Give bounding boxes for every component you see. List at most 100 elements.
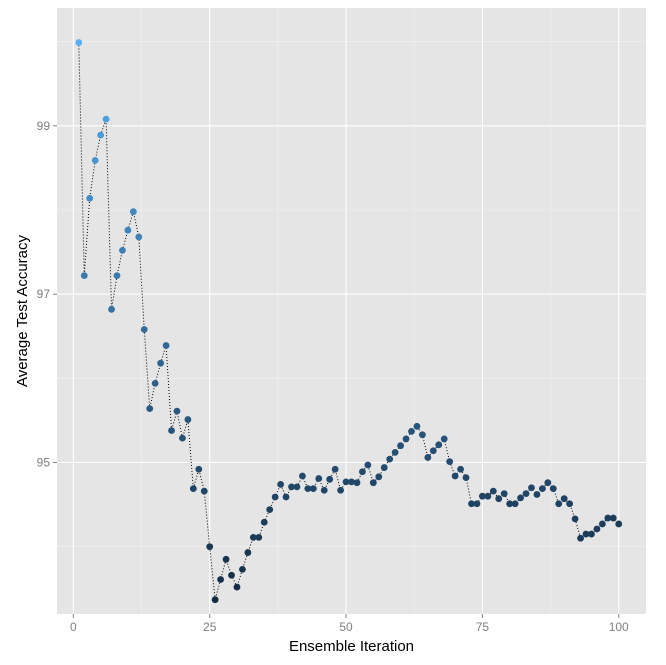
- data-point: [97, 131, 105, 139]
- y-tick-label: 97: [37, 287, 51, 301]
- data-point: [500, 490, 508, 498]
- data-point: [233, 583, 241, 591]
- data-point: [577, 534, 584, 542]
- data-point: [380, 464, 388, 471]
- data-point: [451, 472, 459, 480]
- data-point: [162, 342, 170, 349]
- data-point: [244, 549, 252, 556]
- data-point: [293, 483, 301, 491]
- x-tick-label: 100: [609, 620, 629, 634]
- grid-lines: [57, 8, 646, 614]
- data-point: [108, 305, 115, 313]
- x-tick-label: 0: [70, 620, 77, 634]
- data-point: [435, 441, 443, 449]
- data-point: [457, 465, 464, 473]
- data-point: [271, 493, 279, 501]
- data-point: [277, 480, 285, 488]
- data-point: [239, 565, 246, 573]
- x-tick-label: 50: [339, 620, 353, 634]
- data-point: [168, 427, 175, 434]
- data-point: [588, 530, 595, 538]
- data-point: [119, 247, 126, 254]
- data-point: [326, 475, 334, 483]
- plot-panel: [57, 8, 646, 614]
- data-point: [446, 458, 454, 466]
- data-point: [353, 479, 361, 487]
- data-point: [211, 596, 219, 604]
- data-point: [495, 495, 503, 503]
- data-point: [304, 485, 312, 492]
- y-axis-ticks: 95 97 99: [37, 119, 57, 470]
- data-point: [429, 447, 437, 455]
- data-point: [473, 500, 481, 508]
- data-point: [506, 500, 514, 508]
- data-point: [337, 486, 344, 494]
- data-point: [200, 487, 208, 495]
- data-point: [80, 272, 88, 280]
- data-point: [320, 486, 328, 494]
- data-point: [544, 479, 552, 487]
- data-point: [462, 474, 470, 482]
- data-point: [386, 455, 394, 463]
- data-point: [511, 500, 519, 508]
- data-point: [359, 468, 366, 476]
- data-point: [222, 555, 230, 563]
- y-tick-label: 95: [37, 456, 51, 470]
- data-point: [113, 272, 121, 280]
- data-point: [342, 478, 350, 486]
- data-point: [528, 484, 535, 492]
- data-points: [75, 39, 623, 604]
- data-point: [217, 576, 225, 583]
- data-point: [151, 379, 159, 387]
- data-point: [140, 326, 148, 333]
- data-point: [615, 520, 623, 528]
- data-point: [522, 490, 530, 498]
- data-point: [484, 492, 492, 500]
- data-point: [402, 435, 410, 443]
- data-point: [249, 534, 257, 541]
- data-point: [282, 493, 290, 501]
- data-point: [146, 405, 154, 413]
- data-point: [369, 479, 377, 487]
- data-point: [598, 520, 606, 528]
- data-point: [609, 514, 617, 522]
- y-axis-title: Average Test Accuracy: [14, 234, 31, 387]
- data-point: [391, 449, 399, 456]
- data-point: [348, 478, 355, 486]
- data-point: [408, 427, 415, 435]
- data-point: [86, 194, 94, 202]
- data-point: [478, 492, 486, 500]
- data-point: [538, 485, 546, 492]
- y-tick-label: 99: [37, 119, 51, 133]
- data-point: [195, 465, 203, 473]
- data-point: [75, 39, 83, 46]
- data-point: [173, 407, 181, 415]
- data-point: [260, 518, 268, 526]
- data-point: [560, 495, 568, 503]
- data-point: [375, 473, 383, 481]
- data-point: [549, 485, 557, 492]
- data-point: [189, 485, 197, 492]
- data-point: [571, 515, 579, 523]
- data-point: [533, 491, 541, 498]
- data-point: [555, 500, 563, 508]
- data-point: [266, 506, 274, 514]
- data-point: [135, 233, 143, 241]
- data-point: [582, 530, 590, 538]
- data-point: [288, 483, 295, 491]
- data-point: [468, 500, 475, 508]
- data-point: [566, 500, 574, 508]
- data-point: [299, 472, 306, 480]
- data-point: [489, 487, 497, 495]
- data-point: [364, 461, 372, 469]
- data-point: [179, 434, 186, 442]
- x-tick-label: 25: [203, 620, 217, 634]
- data-point: [129, 208, 137, 216]
- data-point: [255, 534, 263, 541]
- data-point: [124, 226, 132, 234]
- data-point: [418, 431, 426, 439]
- data-point: [397, 442, 404, 450]
- data-point: [593, 525, 601, 533]
